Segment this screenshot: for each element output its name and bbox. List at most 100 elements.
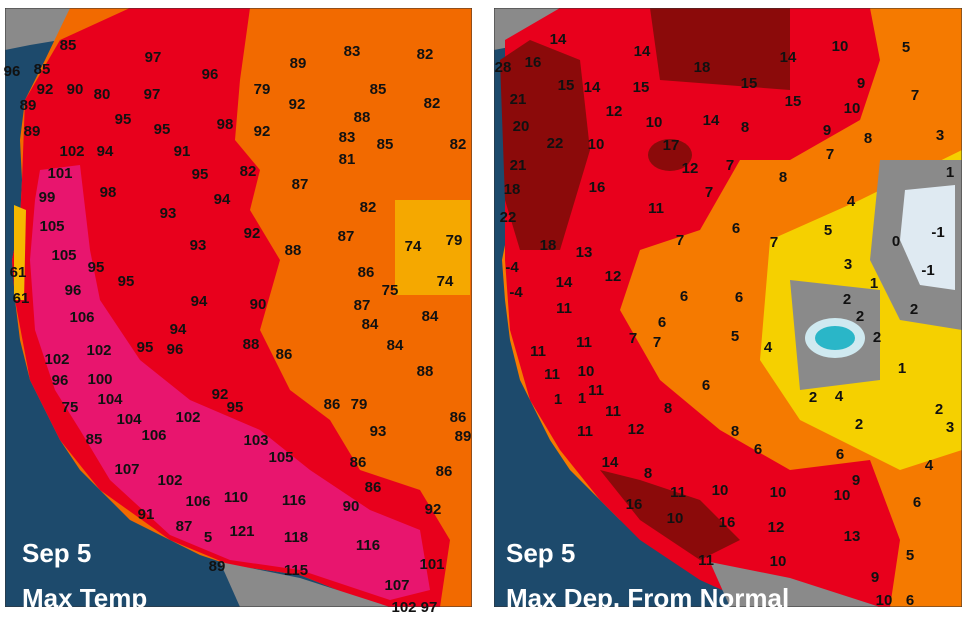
map-value-label: 1 [870, 275, 878, 292]
map-value-label: 95 [118, 273, 135, 290]
map-value-label: 5 [824, 222, 832, 239]
map-value-label: 5 [902, 39, 910, 56]
map-value-label: 106 [69, 309, 94, 326]
map-value-label: 90 [343, 498, 360, 515]
map-value-label: 6 [754, 441, 762, 458]
map-value-label: 89 [455, 428, 472, 445]
map-value-label: 18 [694, 59, 711, 76]
map-value-label: 7 [911, 87, 919, 104]
map-value-label: 10 [844, 100, 861, 117]
departure-map [494, 8, 962, 607]
map-value-label: 102 [86, 342, 111, 359]
map-value-label: 10 [588, 136, 605, 153]
map-value-label: 4 [764, 339, 773, 356]
map-value-label: 9 [871, 569, 879, 586]
map-value-label: 8 [779, 169, 787, 186]
map-value-label: 80 [94, 86, 111, 103]
map-value-label: 95 [154, 121, 171, 138]
map-value-label: 10 [834, 487, 851, 504]
map-value-label: 97 [421, 599, 438, 616]
map-value-label: 102 [44, 351, 69, 368]
map-value-label: 8 [664, 400, 672, 417]
map-value-label: 2 [843, 291, 851, 308]
map-value-label: 14 [703, 112, 720, 129]
map-value-label: 21 [510, 91, 527, 108]
map-value-label: 74 [437, 273, 454, 290]
map-value-label: 15 [633, 79, 650, 96]
map-value-label: 88 [354, 109, 371, 126]
map-value-label: 97 [145, 49, 162, 66]
map-value-label: 11 [670, 484, 686, 501]
map-value-label: 6 [735, 289, 743, 306]
map-value-label: 116 [282, 492, 306, 509]
map-value-label: 83 [339, 129, 356, 146]
map-value-label: 21 [510, 157, 527, 174]
map-value-label: 7 [676, 232, 684, 249]
map-value-label: 4 [835, 388, 844, 405]
map-value-label: 1 [554, 391, 562, 408]
caption-date: Sep 5 [506, 538, 575, 568]
map-value-label: 8 [644, 465, 652, 482]
map-value-label: 93 [190, 237, 207, 254]
map-value-label: 86 [358, 264, 375, 281]
map-value-label: 5 [906, 547, 914, 564]
map-value-label: 13 [844, 528, 861, 545]
map-value-label: 8 [741, 119, 749, 136]
map-value-label: 103 [243, 432, 268, 449]
map-value-label: 95 [88, 259, 105, 276]
map-value-label: 82 [450, 136, 467, 153]
map-value-label: 89 [209, 558, 226, 575]
map-value-label: 107 [114, 461, 139, 478]
map-value-label: 2 [873, 329, 881, 346]
map-value-label: 89 [20, 97, 37, 114]
map-value-label: 121 [229, 523, 254, 540]
map-value-label: 92 [37, 81, 54, 98]
map-value-label: 9 [857, 75, 865, 92]
map-value-label: 94 [97, 143, 114, 160]
map-value-label: 8 [864, 130, 872, 147]
map-value-label: 94 [170, 321, 187, 338]
map-value-label: 92 [289, 96, 306, 113]
map-value-label: 98 [100, 184, 117, 201]
map-value-label: 17 [663, 137, 680, 154]
map-value-label: 1 [946, 164, 954, 181]
caption-title: Max Temp [22, 583, 147, 613]
map-value-label: 7 [770, 234, 778, 251]
map-value-label: 6 [658, 314, 666, 331]
map-value-label: 83 [344, 43, 361, 60]
map-value-label: 105 [268, 449, 293, 466]
map-value-label: 6 [836, 446, 844, 463]
map-value-label: 95 [227, 399, 244, 416]
map-value-label: 85 [86, 431, 103, 448]
map-value-label: 3 [946, 419, 954, 436]
map-value-label: 82 [424, 95, 441, 112]
map-value-label: 5 [731, 328, 739, 345]
map-value-label: 8 [731, 423, 739, 440]
map-value-label: 110 [224, 489, 248, 506]
map-value-label: 87 [176, 518, 193, 535]
map-value-label: 15 [558, 77, 575, 94]
map-value-label: 6 [913, 494, 921, 511]
caption-title: Max Dep. From Normal [506, 583, 789, 613]
map-value-label: 79 [446, 232, 463, 249]
map-value-label: 95 [115, 111, 132, 128]
map-value-label: 7 [826, 146, 834, 163]
map-value-label: 95 [137, 339, 154, 356]
map-value-label: 12 [605, 268, 622, 285]
map-value-label: 13 [576, 244, 593, 261]
map-value-label: 6 [732, 220, 740, 237]
map-value-label: 16 [719, 514, 736, 531]
map-value-label: 93 [160, 205, 177, 222]
map-value-label: 2 [910, 301, 918, 318]
map-value-label: 12 [682, 160, 699, 177]
map-value-label: 104 [97, 391, 123, 408]
map-value-label: 61 [13, 290, 30, 307]
map-value-label: 14 [550, 31, 567, 48]
map-value-label: -1 [921, 262, 934, 279]
map-value-label: 91 [138, 506, 155, 523]
map-value-label: 18 [504, 181, 521, 198]
map-value-label: 10 [667, 510, 684, 527]
map-value-label: 86 [276, 346, 293, 363]
map-value-label: 12 [606, 103, 623, 120]
